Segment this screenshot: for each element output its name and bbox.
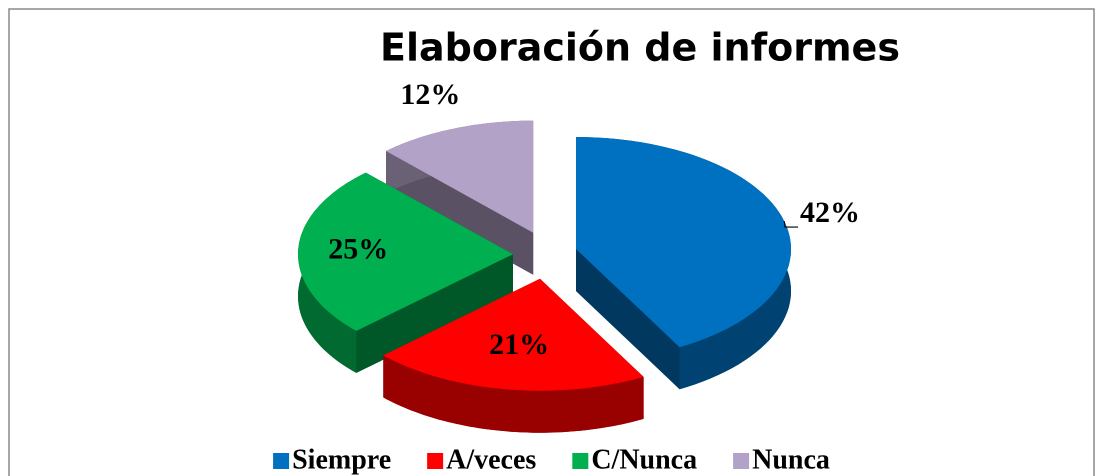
slice-side [383,355,644,433]
legend-label: C/Nunca [591,444,697,475]
slice-wall [386,151,534,275]
legend: Siempre A/veces C/Nunca Nunca [273,444,830,475]
legend-label: A/veces [446,444,536,475]
data-label: 42% [800,196,860,229]
data-label: 21% [489,328,549,361]
data-label: 12% [400,78,460,111]
chart-title: Elaboración de informes [380,26,900,70]
slice-wall [356,254,513,373]
pie-slice [298,172,513,373]
slice [386,120,534,233]
leader-line [783,221,799,228]
slice [576,137,791,348]
slice [298,172,513,331]
legend-swatch [572,453,589,469]
legend-label: Siempre [292,444,391,475]
pie-slice [383,278,644,433]
data-label: 25% [328,233,388,266]
legend-swatch [427,453,444,469]
legend-swatch [733,453,750,469]
slice-wall [576,249,680,390]
legend-label: Nunca [752,444,830,475]
legend-swatch [273,453,290,469]
slice [383,278,644,391]
pie-slice [576,137,791,390]
